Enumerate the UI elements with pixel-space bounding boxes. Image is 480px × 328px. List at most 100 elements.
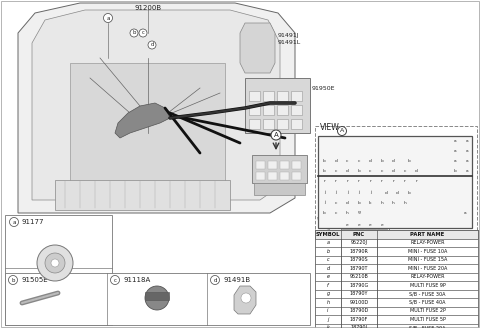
Bar — [331, 166, 341, 175]
Text: 18790T: 18790T — [350, 266, 368, 271]
Circle shape — [241, 293, 251, 303]
Bar — [277, 91, 288, 101]
Bar — [256, 161, 265, 169]
Text: b: b — [358, 169, 360, 173]
Bar — [450, 156, 460, 165]
Circle shape — [45, 253, 65, 273]
Circle shape — [110, 276, 120, 284]
Bar — [249, 105, 260, 115]
Bar — [450, 146, 460, 155]
Text: c: c — [113, 277, 117, 282]
Circle shape — [148, 41, 156, 49]
Text: b: b — [323, 169, 325, 173]
Bar — [245, 78, 310, 133]
Polygon shape — [115, 103, 170, 138]
Text: 91118A: 91118A — [124, 277, 151, 283]
Text: b: b — [358, 200, 360, 204]
Bar — [461, 166, 472, 175]
Bar — [315, 323, 478, 328]
Text: d: d — [392, 169, 395, 173]
Text: 18790J: 18790J — [350, 325, 368, 328]
Text: j: j — [370, 191, 371, 195]
Text: MINI - FUSE 15A: MINI - FUSE 15A — [408, 257, 447, 262]
Bar — [404, 188, 414, 197]
Text: a: a — [466, 158, 468, 162]
Bar — [254, 183, 305, 195]
Text: a: a — [466, 169, 468, 173]
Bar — [315, 256, 478, 264]
Bar — [249, 91, 260, 101]
Bar — [145, 292, 169, 300]
Text: 18790D: 18790D — [349, 308, 369, 313]
Text: A: A — [274, 132, 278, 138]
Bar — [331, 156, 341, 165]
Bar — [450, 166, 460, 175]
Bar — [319, 208, 329, 217]
Text: S/B - FUSE 20A: S/B - FUSE 20A — [409, 325, 446, 328]
Bar — [319, 188, 329, 197]
Text: b: b — [323, 158, 325, 162]
Bar — [280, 161, 289, 169]
Bar — [315, 247, 478, 256]
Bar — [263, 91, 274, 101]
Text: S/B - FUSE 40A: S/B - FUSE 40A — [409, 300, 446, 305]
Circle shape — [51, 259, 59, 267]
Text: 95220J: 95220J — [350, 240, 368, 245]
Polygon shape — [18, 3, 295, 213]
Text: 91177: 91177 — [22, 219, 45, 225]
Text: g: g — [357, 211, 360, 215]
Text: b: b — [323, 211, 325, 215]
Text: c: c — [335, 200, 337, 204]
Text: b: b — [132, 31, 136, 35]
Bar — [341, 219, 389, 230]
Text: d: d — [415, 169, 418, 173]
Bar — [315, 281, 478, 290]
Text: d: d — [346, 200, 348, 204]
Text: d: d — [334, 158, 337, 162]
Bar — [376, 166, 387, 175]
Bar — [331, 177, 341, 186]
Text: c: c — [335, 169, 337, 173]
Bar — [461, 146, 472, 155]
Text: e: e — [346, 222, 348, 227]
Bar — [401, 146, 416, 175]
Bar — [365, 156, 375, 165]
Bar — [315, 230, 478, 328]
Bar — [319, 166, 329, 175]
Bar — [315, 230, 478, 238]
Text: MULTI FUSE 5P: MULTI FUSE 5P — [409, 317, 445, 322]
Text: j: j — [335, 191, 336, 195]
Bar — [291, 119, 302, 129]
Bar — [342, 166, 352, 175]
Bar — [380, 187, 416, 198]
Text: a: a — [12, 219, 16, 224]
Bar — [376, 198, 387, 207]
Bar — [399, 198, 410, 207]
Bar — [292, 172, 301, 180]
Text: SYMBOL: SYMBOL — [316, 232, 340, 237]
Text: b: b — [407, 158, 410, 162]
Bar — [331, 198, 341, 207]
Bar — [292, 161, 301, 169]
Polygon shape — [32, 10, 280, 200]
Bar — [411, 166, 421, 175]
Text: c: c — [327, 257, 329, 262]
Text: MINI - FUSE 20A: MINI - FUSE 20A — [408, 266, 447, 271]
Text: b: b — [380, 158, 383, 162]
Text: c: c — [369, 169, 372, 173]
Bar — [388, 156, 398, 165]
Text: c: c — [335, 211, 337, 215]
Text: 91491B: 91491B — [224, 277, 251, 283]
Bar — [291, 105, 302, 115]
Text: j: j — [327, 317, 329, 322]
Bar — [252, 155, 307, 183]
Bar — [353, 188, 364, 197]
Text: d: d — [392, 158, 395, 162]
Text: d: d — [384, 191, 387, 195]
Text: a: a — [454, 158, 456, 162]
Bar — [315, 298, 478, 306]
Text: g: g — [326, 291, 330, 296]
Text: 99100D: 99100D — [349, 300, 369, 305]
Bar — [365, 177, 375, 186]
Bar — [365, 220, 375, 229]
